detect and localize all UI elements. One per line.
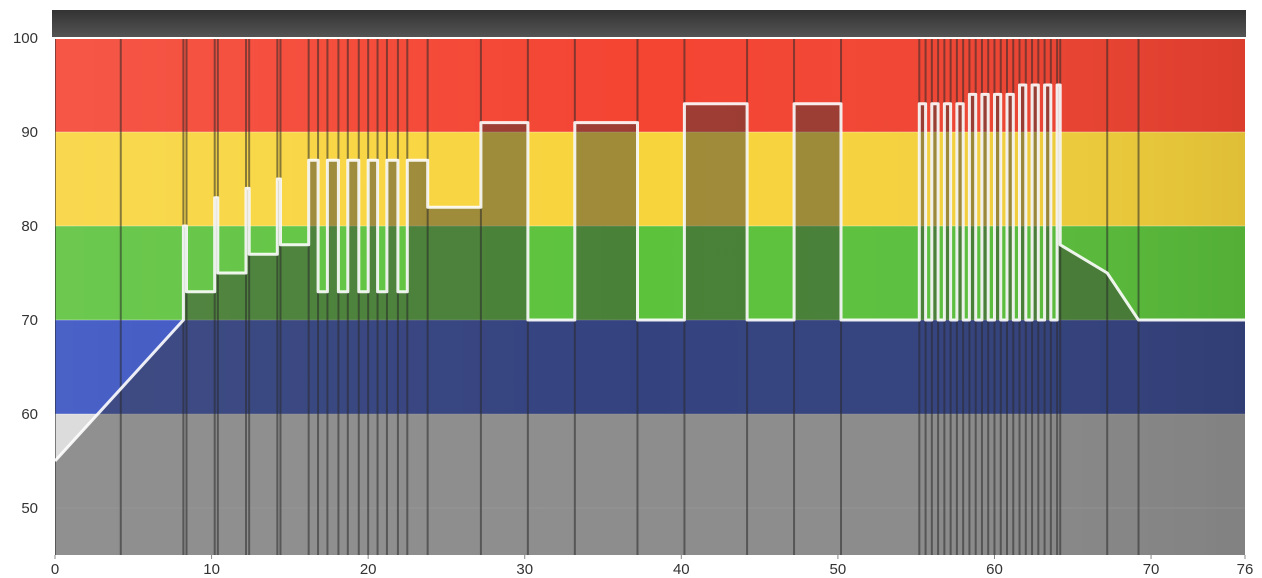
top-bar <box>52 10 1246 38</box>
y-tick-label: 70 <box>21 312 38 329</box>
x-tick-label: 40 <box>673 561 690 578</box>
x-tick-label: 60 <box>986 561 1003 578</box>
x-tick-label: 76 <box>1237 561 1254 578</box>
x-tick-label: 0 <box>51 561 59 578</box>
zone-shading <box>55 38 1245 555</box>
series-line <box>53 83 1245 463</box>
y-tick-label: 80 <box>21 218 38 235</box>
x-tick-label: 70 <box>1143 561 1160 578</box>
x-axis: 0 10 20 30 40 50 60 70 76 <box>51 555 1254 578</box>
y-tick-label: 100 <box>13 30 38 47</box>
x-tick-label: 20 <box>360 561 377 578</box>
y-axis: 50 60 70 80 90 100 <box>13 30 38 517</box>
y-tick-label: 90 <box>21 124 38 141</box>
y-tick-label: 60 <box>21 406 38 423</box>
x-tick-label: 10 <box>203 561 220 578</box>
x-tick-label: 50 <box>830 561 847 578</box>
y-tick-label: 50 <box>21 500 38 517</box>
series-line-group <box>53 83 1245 463</box>
x-tick-label: 30 <box>516 561 533 578</box>
